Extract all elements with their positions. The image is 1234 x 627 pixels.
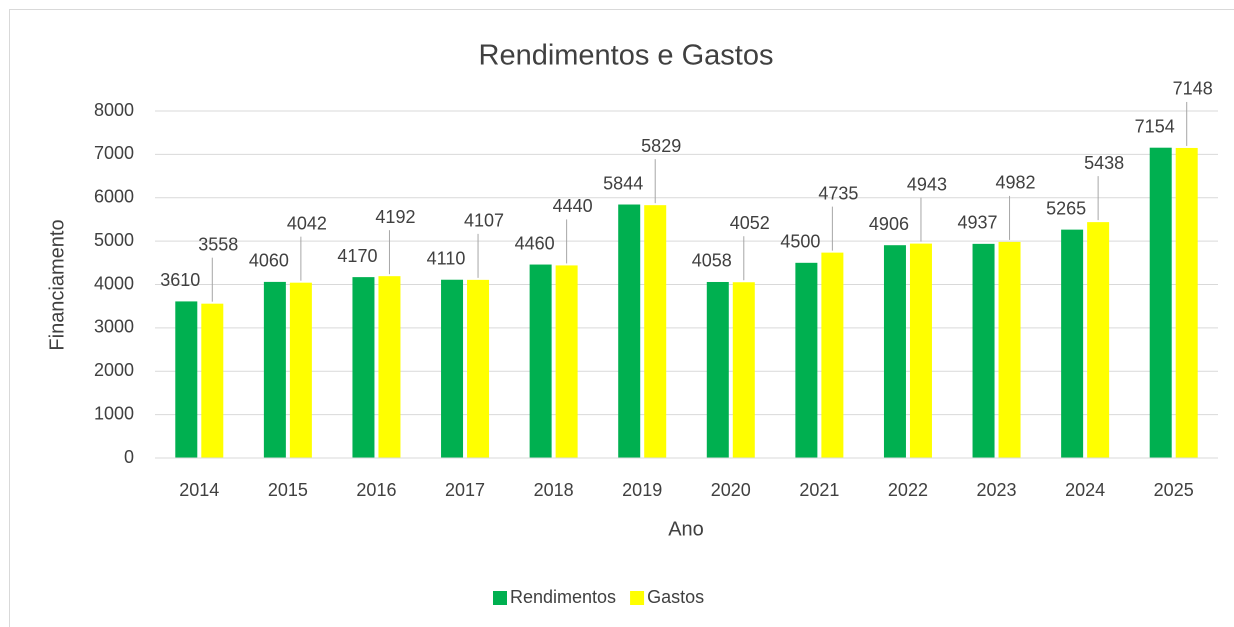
x-tick-label: 2024 (1065, 480, 1105, 500)
x-tick-label: 2017 (445, 480, 485, 500)
data-label: 4192 (375, 207, 415, 227)
legend-swatch (630, 591, 645, 605)
x-tick-label: 2016 (356, 480, 396, 500)
bar (883, 245, 906, 458)
data-label: 5438 (1084, 153, 1124, 173)
y-tick-label: 1000 (94, 403, 134, 423)
data-label: 4110 (427, 248, 466, 268)
bar (555, 265, 578, 458)
data-label: 7154 (1135, 116, 1175, 136)
data-label: 5265 (1046, 198, 1086, 218)
bar (529, 264, 552, 458)
bar (998, 241, 1021, 458)
bar (352, 277, 375, 458)
legend-swatch (493, 591, 507, 605)
bar (732, 282, 755, 458)
bar (821, 252, 844, 458)
bar (972, 243, 995, 458)
data-label: 4170 (337, 246, 377, 266)
data-label: 4906 (869, 214, 909, 234)
legend-label: Gastos (647, 587, 704, 607)
y-tick-label: 2000 (94, 360, 134, 380)
y-tick-label: 0 (124, 447, 134, 467)
data-label: 4982 (996, 173, 1036, 193)
x-tick-label: 2015 (268, 480, 308, 500)
data-label: 4058 (692, 251, 732, 271)
y-tick-label: 7000 (94, 143, 134, 163)
x-axis-title: Ano (668, 518, 704, 540)
bar (467, 279, 490, 458)
data-label: 4107 (464, 211, 504, 231)
data-label: 4460 (515, 233, 555, 253)
data-label: 4943 (907, 174, 947, 194)
bar (706, 281, 729, 458)
x-tick-label: 2021 (799, 480, 839, 500)
bar (1175, 147, 1198, 458)
y-tick-label: 5000 (94, 230, 134, 250)
x-tick-label: 2025 (1154, 480, 1194, 500)
bar (909, 243, 932, 458)
bar (1149, 147, 1172, 458)
data-label: 4042 (287, 213, 327, 233)
bar (1061, 229, 1084, 458)
bar (175, 301, 198, 458)
x-tick-label: 2020 (711, 480, 751, 500)
y-tick-label: 8000 (94, 100, 134, 120)
bar (441, 279, 464, 458)
chart-title: Rendimentos e Gastos (479, 40, 774, 72)
bar (289, 282, 312, 458)
y-tick-label: 3000 (94, 317, 134, 337)
x-tick-label: 2022 (888, 480, 928, 500)
data-label: 4060 (249, 251, 289, 271)
x-tick-label: 2023 (977, 480, 1017, 500)
y-tick-label: 6000 (94, 187, 134, 207)
bar (1087, 222, 1110, 458)
data-label: 4937 (958, 213, 998, 233)
data-label: 4500 (780, 232, 820, 252)
bar (795, 262, 818, 458)
data-label: 5844 (603, 173, 643, 193)
legend-label: Rendimentos (510, 587, 616, 607)
y-axis-title: Financiamento (46, 219, 68, 350)
data-label: 4735 (818, 183, 858, 203)
bar (618, 204, 641, 458)
x-tick-label: 2019 (622, 480, 662, 500)
data-label: 5829 (641, 136, 681, 156)
y-tick-label: 4000 (94, 273, 134, 293)
bar (644, 205, 667, 458)
bar (263, 281, 286, 458)
x-tick-label: 2014 (179, 480, 219, 500)
data-label: 3558 (198, 234, 238, 254)
x-tick-label: 2018 (534, 480, 574, 500)
bar (378, 276, 401, 458)
data-label: 7148 (1173, 79, 1213, 99)
data-label: 4440 (553, 196, 593, 216)
data-label: 3610 (160, 270, 200, 290)
data-label: 4052 (730, 213, 770, 233)
bar (201, 303, 224, 458)
